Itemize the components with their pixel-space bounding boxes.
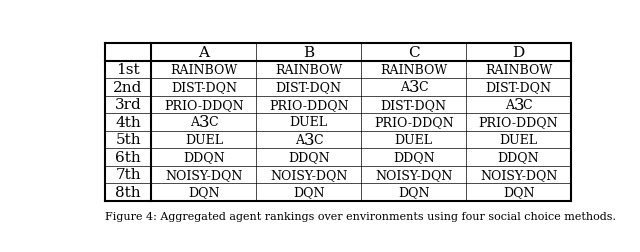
Text: DIST-DQN: DIST-DQN	[486, 81, 552, 94]
Text: DIST-DQN: DIST-DQN	[381, 99, 447, 111]
Text: C: C	[208, 116, 218, 129]
Text: PRIO-DDQN: PRIO-DDQN	[164, 99, 244, 111]
Text: NOISY-DQN: NOISY-DQN	[375, 168, 452, 181]
Text: D: D	[513, 46, 525, 59]
Text: NOISY-DQN: NOISY-DQN	[165, 168, 243, 181]
Text: A: A	[505, 99, 514, 111]
Text: 3rd: 3rd	[115, 98, 141, 112]
Text: NOISY-DQN: NOISY-DQN	[270, 168, 348, 181]
Text: 2nd: 2nd	[113, 80, 143, 94]
Text: DDQN: DDQN	[498, 151, 540, 164]
Text: 7th: 7th	[115, 168, 141, 182]
Text: 3: 3	[303, 131, 314, 148]
Text: RAINBOW: RAINBOW	[485, 64, 552, 77]
Text: DUEL: DUEL	[290, 116, 328, 129]
Text: RAINBOW: RAINBOW	[170, 64, 237, 77]
Text: DQN: DQN	[398, 186, 429, 199]
Text: PRIO-DDQN: PRIO-DDQN	[479, 116, 559, 129]
Text: DQN: DQN	[503, 186, 534, 199]
Text: 8th: 8th	[115, 185, 141, 199]
Text: B: B	[303, 46, 314, 59]
Text: DIST-DQN: DIST-DQN	[276, 81, 342, 94]
Text: C: C	[313, 133, 323, 146]
Text: DUEL: DUEL	[500, 133, 538, 146]
Text: 4th: 4th	[115, 115, 141, 129]
Text: 3: 3	[513, 97, 524, 113]
Text: C: C	[523, 99, 532, 111]
Text: 3: 3	[198, 114, 209, 131]
Text: 5th: 5th	[115, 133, 141, 147]
Text: 1st: 1st	[116, 63, 140, 77]
Text: RAINBOW: RAINBOW	[380, 64, 447, 77]
Text: DDQN: DDQN	[288, 151, 330, 164]
Text: DDQN: DDQN	[183, 151, 225, 164]
Text: 6th: 6th	[115, 150, 141, 164]
Text: NOISY-DQN: NOISY-DQN	[480, 168, 557, 181]
Text: 3: 3	[408, 79, 419, 96]
Text: RAINBOW: RAINBOW	[275, 64, 342, 77]
Text: A: A	[198, 46, 209, 59]
Text: A: A	[400, 81, 409, 94]
Text: A: A	[295, 133, 305, 146]
Text: Figure 4: Aggregated agent rankings over environments using four social choice m: Figure 4: Aggregated agent rankings over…	[105, 211, 616, 221]
Text: C: C	[418, 81, 428, 94]
Text: A: A	[191, 116, 200, 129]
Text: DIST-DQN: DIST-DQN	[171, 81, 237, 94]
Text: DUEL: DUEL	[395, 133, 433, 146]
Text: DDQN: DDQN	[393, 151, 435, 164]
Text: PRIO-DDQN: PRIO-DDQN	[269, 99, 349, 111]
Text: DQN: DQN	[188, 186, 220, 199]
Text: PRIO-DDQN: PRIO-DDQN	[374, 116, 454, 129]
Text: DQN: DQN	[293, 186, 324, 199]
Text: C: C	[408, 46, 419, 59]
Text: DUEL: DUEL	[185, 133, 223, 146]
